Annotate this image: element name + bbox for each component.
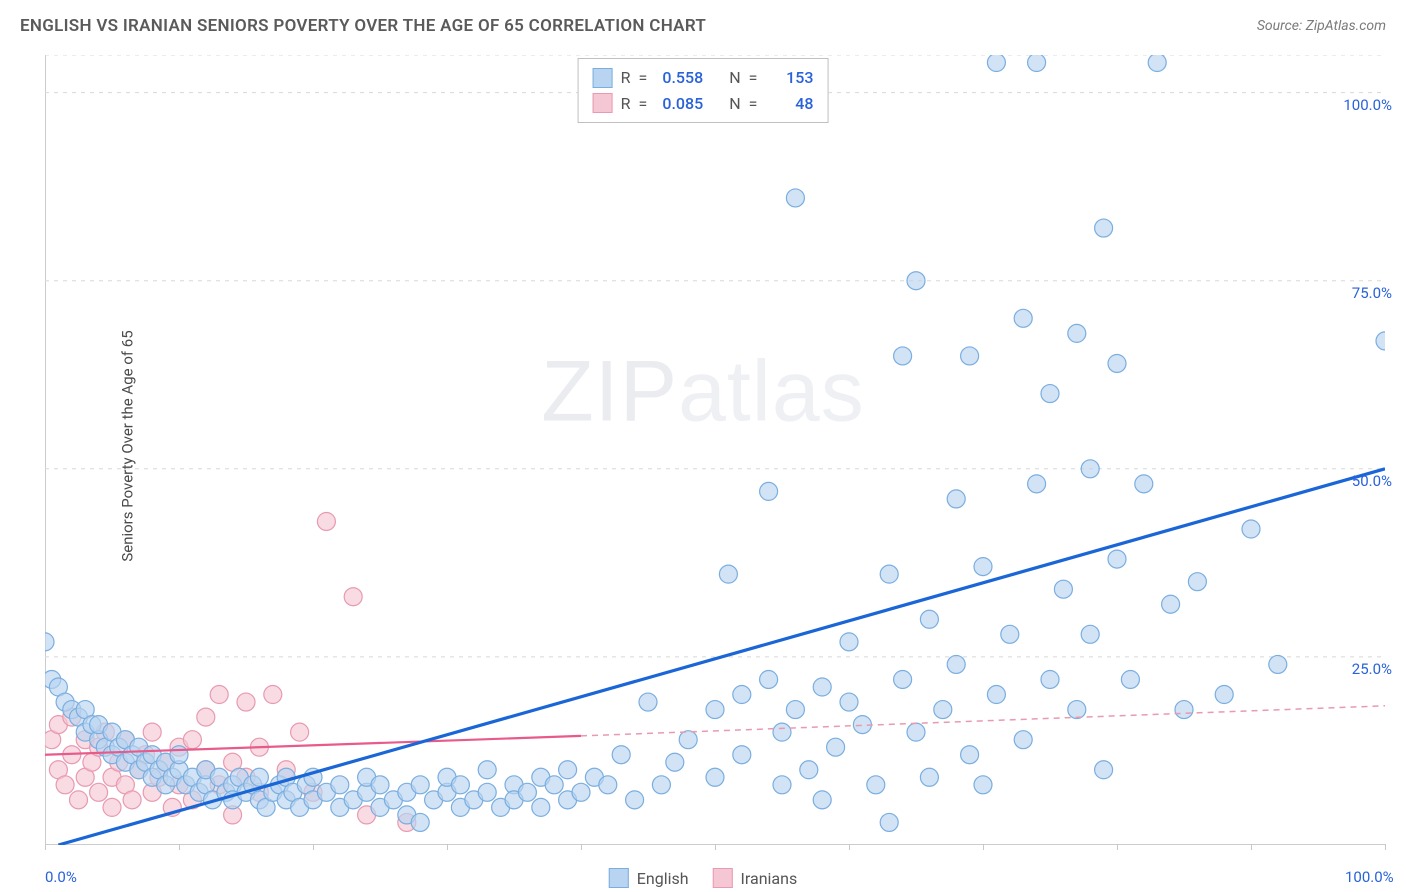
- y-tick-label: 100.0%: [1343, 96, 1392, 114]
- stats-row-english: R = 0.558 N = 153: [593, 65, 814, 91]
- legend-item-iranians: Iranians: [713, 868, 798, 888]
- x-tick: [581, 844, 582, 850]
- chart-canvas: [45, 55, 1385, 845]
- stat-r-english: 0.558: [655, 65, 703, 91]
- x-tick-label: 0.0%: [45, 868, 77, 886]
- chart-title: ENGLISH VS IRANIAN SENIORS POVERTY OVER …: [20, 16, 706, 36]
- x-tick: [1117, 844, 1118, 850]
- legend-item-english: English: [609, 868, 689, 888]
- y-tick-label: 75.0%: [1352, 284, 1392, 302]
- x-tick: [849, 844, 850, 850]
- stat-r-iranians: 0.085: [655, 91, 703, 117]
- x-tick: [1385, 844, 1386, 850]
- swatch-english-icon: [593, 68, 613, 88]
- x-tick: [447, 844, 448, 850]
- x-tick: [1251, 844, 1252, 850]
- swatch-iranians-icon: [593, 93, 613, 113]
- y-tick-label: 50.0%: [1352, 472, 1392, 490]
- x-tick: [45, 844, 46, 850]
- stat-n-english: 153: [765, 65, 813, 91]
- stat-label-n: N: [729, 65, 740, 91]
- stats-row-iranians: R = 0.085 N = 48: [593, 91, 814, 117]
- stat-n-iranians: 48: [765, 91, 813, 117]
- y-tick-label: 25.0%: [1352, 660, 1392, 678]
- x-tick: [715, 844, 716, 850]
- source-label: Source: ZipAtlas.com: [1257, 18, 1386, 34]
- x-tick: [179, 844, 180, 850]
- legend-label-english: English: [637, 869, 689, 888]
- x-tick-label: 100.0%: [1345, 868, 1394, 886]
- legend-swatch-iranians-icon: [713, 868, 733, 888]
- stat-label-r: R: [621, 65, 631, 91]
- correlation-stats-box: R = 0.558 N = 153 R = 0.085 N = 48: [578, 58, 829, 123]
- x-tick: [983, 844, 984, 850]
- legend-swatch-english-icon: [609, 868, 629, 888]
- x-tick: [313, 844, 314, 850]
- legend: English Iranians: [609, 868, 797, 888]
- legend-label-iranians: Iranians: [741, 869, 798, 888]
